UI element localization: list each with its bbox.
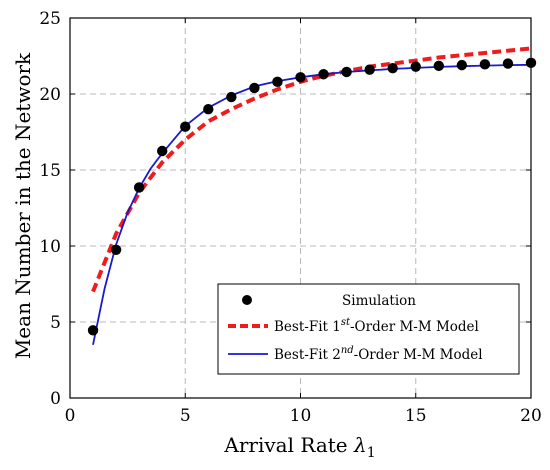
x-tick-label: 15 xyxy=(405,406,427,426)
y-tick-label: 10 xyxy=(39,237,61,257)
legend-box xyxy=(217,283,520,375)
y-tick-label: 0 xyxy=(50,389,61,409)
legend: Simulation Best-Fit 1st-Order M-M Model … xyxy=(217,283,520,375)
x-axis-label-symbol: λ xyxy=(353,433,367,457)
simulation-point xyxy=(387,62,398,74)
legend-label-second-order: Best-Fit 2nd-Order M-M Model xyxy=(274,345,483,363)
legend-label-first-order: Best-Fit 1st-Order M-M Model xyxy=(274,317,479,335)
simulation-point xyxy=(318,69,329,80)
simulation-point xyxy=(479,59,491,70)
legend-label-first-order-sup: st xyxy=(341,317,351,328)
x-tick-label: 5 xyxy=(180,406,191,426)
simulation-point xyxy=(456,59,468,71)
simulation-point xyxy=(295,72,306,83)
legend-label-first-order-b: -Order M-M Model xyxy=(350,319,479,335)
simulation-point xyxy=(341,66,352,78)
y-tick-label: 5 xyxy=(50,313,61,333)
legend-marker-simulation xyxy=(242,295,252,305)
simulation-point xyxy=(249,82,260,94)
x-axis-label-main: Arrival Rate xyxy=(223,433,354,457)
simulation-point xyxy=(410,61,421,72)
x-tick-label: 20 xyxy=(520,406,542,426)
simulation-point xyxy=(180,121,191,132)
simulation-point xyxy=(272,76,283,88)
legend-label-second-order-b: -Order M-M Model xyxy=(354,347,483,363)
y-tick-label: 25 xyxy=(39,9,61,29)
legend-label-second-order-sup: nd xyxy=(341,345,354,356)
simulation-point xyxy=(203,104,214,115)
y-axis-label: Mean Number in the Network xyxy=(11,52,35,359)
axis-ticks: 0 5 10 15 20 0 5 10 15 20 25 xyxy=(39,9,541,426)
first-order-model-line xyxy=(91,46,532,293)
legend-label-second-order-a: Best-Fit 2 xyxy=(274,347,341,363)
simulation-point xyxy=(133,182,145,193)
simulation-point xyxy=(157,145,168,157)
x-axis-label: Arrival Rate λ1 xyxy=(223,433,375,461)
simulation-point xyxy=(433,60,444,72)
y-tick-label: 15 xyxy=(39,161,61,181)
y-tick-label: 20 xyxy=(39,85,61,105)
x-axis-label-subscript: 1 xyxy=(367,445,376,461)
simulation-point xyxy=(226,91,237,103)
x-tick-label: 0 xyxy=(65,406,76,426)
simulation-point xyxy=(87,325,99,336)
simulation-point xyxy=(364,64,375,75)
simulation-point xyxy=(502,58,514,69)
legend-label-simulation: Simulation xyxy=(342,293,416,309)
x-tick-label: 10 xyxy=(290,406,312,426)
legend-label-first-order-a: Best-Fit 1 xyxy=(274,319,341,335)
simulation-point xyxy=(110,244,122,255)
